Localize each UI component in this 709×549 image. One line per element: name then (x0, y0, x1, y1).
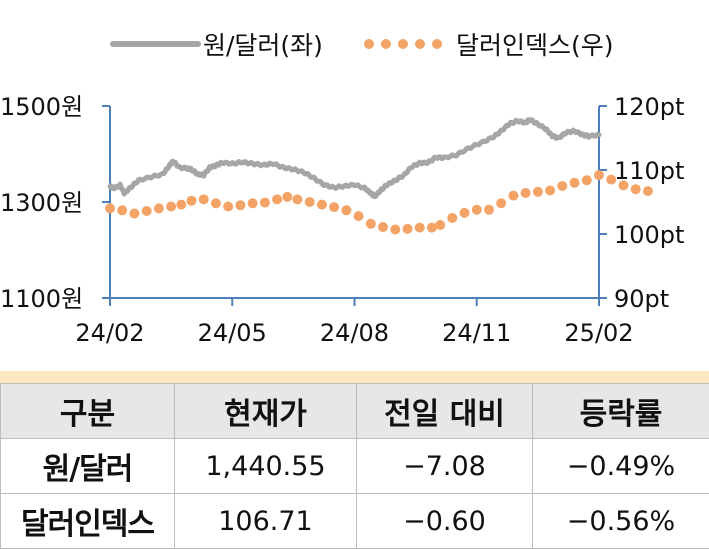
series-point-dollar-index (317, 200, 327, 210)
right-tick-label: 120pt (614, 93, 684, 121)
series-point-dollar-index (211, 198, 221, 208)
series-point-dollar-index (472, 205, 482, 215)
table-top-band (0, 371, 709, 383)
legend-swatch-dollar-index (415, 39, 425, 49)
series-point-dollar-index (199, 194, 209, 204)
left-tick-label: 1100원 (0, 285, 83, 313)
series-point-dollar-index (631, 184, 641, 194)
series-point-dollar-index (460, 208, 470, 218)
series-point-dollar-index (533, 187, 543, 197)
series-point-dollar-index (129, 209, 139, 219)
right-tick-label: 100pt (614, 221, 684, 249)
series-point-dollar-index (606, 175, 616, 185)
series-point-dollar-index (557, 181, 567, 191)
series-point-dollar-index (223, 202, 233, 212)
right-tick-label: 90pt (614, 285, 669, 313)
series-point-dollar-index (484, 205, 494, 215)
series-point-dollar-index (329, 202, 339, 212)
table-header-row: 구분 현재가 전일 대비 등락률 (1, 384, 709, 439)
series-point-dollar-index (366, 219, 376, 229)
legend-label-usdkrw: 원/달러(좌) (203, 31, 323, 60)
series-point-dollar-index (154, 203, 164, 213)
x-tick-label: 24/05 (198, 319, 267, 347)
series-line-usdkrw (110, 120, 599, 197)
series-point-dollar-index (582, 175, 592, 185)
header-change-rate: 등락률 (533, 384, 709, 439)
series-point-dollar-index (292, 194, 302, 204)
header-current-price: 현재가 (175, 384, 357, 439)
series-point-dollar-index (272, 194, 282, 204)
legend-swatch-dollar-index (398, 39, 408, 49)
row-name: 달러인덱스 (1, 494, 175, 549)
chart-legend: 원/달러(좌) 달러인덱스(우) (113, 31, 614, 60)
row-change-rate: −0.56% (533, 494, 709, 549)
series-point-dollar-index (235, 200, 245, 210)
series-point-dollar-index (570, 178, 580, 188)
series-point-dollar-index (545, 186, 555, 196)
series-point-dollar-index (415, 223, 425, 233)
row-current-price: 1,440.55 (175, 439, 357, 494)
left-tick-label: 1500원 (0, 93, 83, 121)
row-name: 원/달러 (1, 439, 175, 494)
series-point-dollar-index (354, 211, 364, 221)
x-tick-label: 25/02 (564, 319, 633, 347)
header-category: 구분 (1, 384, 175, 439)
table-row-dollar-index: 달러인덱스 106.71 −0.60 −0.56% (1, 494, 709, 549)
series-point-dollar-index (117, 205, 127, 215)
row-change: −7.08 (357, 439, 533, 494)
x-tick-label: 24/11 (442, 319, 511, 347)
series-point-dollar-index (619, 180, 629, 190)
x-tick-label: 24/08 (320, 319, 389, 347)
row-change-rate: −0.49% (533, 439, 709, 494)
series-point-dollar-index (187, 196, 197, 206)
legend-label-dollar-index: 달러인덱스(우) (456, 31, 614, 60)
chart-axes: 24/02 24/05 24/08 24/11 25/02 1100원 1300원 1500원… (0, 93, 684, 347)
series-point-dollar-index (142, 206, 152, 216)
chart-plot-area (105, 120, 653, 235)
series-point-dollar-index (403, 224, 413, 234)
series-point-dollar-index (166, 202, 176, 212)
series-point-dollar-index (521, 188, 531, 198)
series-point-dollar-index (248, 198, 258, 208)
legend-swatch-dollar-index (364, 39, 374, 49)
left-tick-label: 1300원 (0, 189, 83, 217)
series-point-dollar-index (508, 191, 518, 201)
series-point-dollar-index (282, 192, 292, 202)
series-point-dollar-index (496, 198, 506, 208)
row-current-price: 106.71 (175, 494, 357, 549)
fx-chart: 원/달러(좌) 달러인덱스(우) 24/02 24/05 24/08 24/11 25/0… (0, 0, 709, 360)
series-point-dollar-index (341, 205, 351, 215)
series-point-dollar-index (176, 200, 186, 210)
series-point-dollar-index (447, 213, 457, 223)
legend-swatch-dollar-index (381, 39, 391, 49)
series-point-dollar-index (594, 170, 604, 180)
fx-table: 구분 현재가 전일 대비 등락률 원/달러 1,440.55 −7.08 −0.… (0, 383, 709, 549)
table-row-usdkrw: 원/달러 1,440.55 −7.08 −0.49% (1, 439, 709, 494)
series-point-dollar-index (435, 220, 445, 230)
x-tick-label: 24/02 (75, 319, 144, 347)
series-point-dollar-index (260, 198, 270, 208)
legend-swatch-dollar-index (432, 39, 442, 49)
series-point-dollar-index (378, 222, 388, 232)
header-change: 전일 대비 (357, 384, 533, 439)
series-point-dollar-index (105, 203, 115, 213)
series-point-dollar-index (643, 186, 653, 196)
series-point-dollar-index (305, 197, 315, 207)
series-point-dollar-index (390, 225, 400, 235)
row-change: −0.60 (357, 494, 533, 549)
